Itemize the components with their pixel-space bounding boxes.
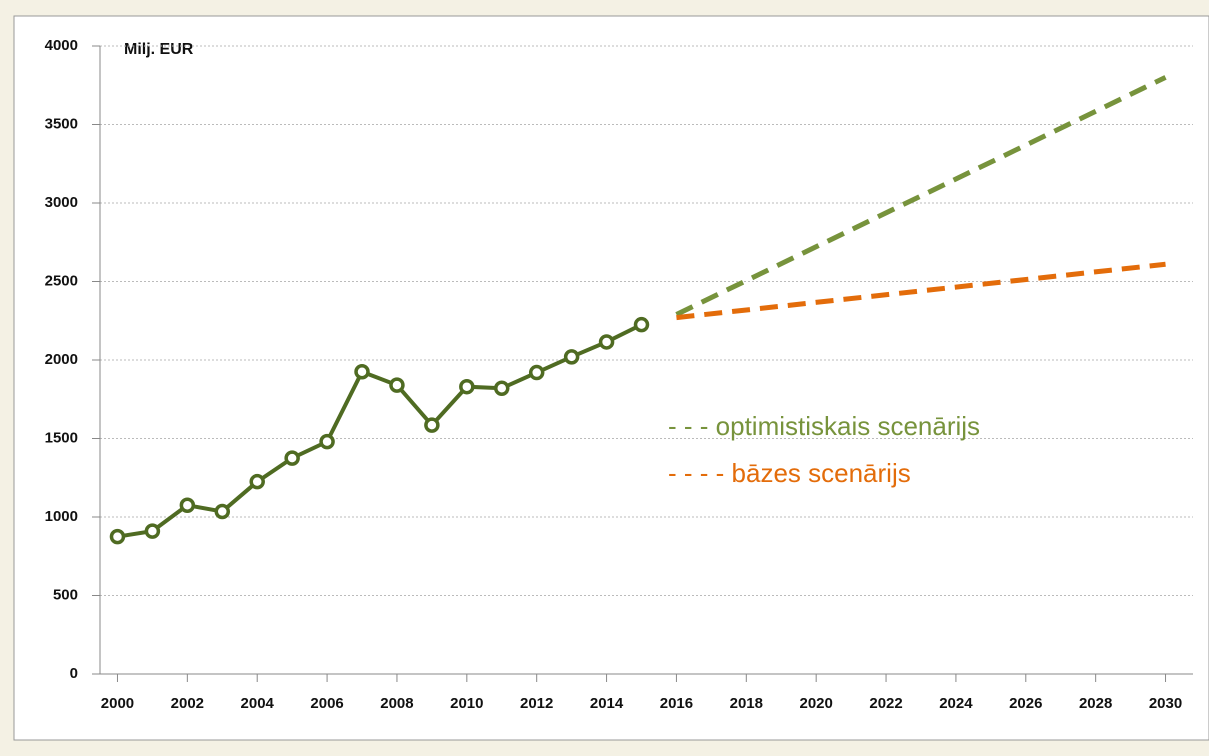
y-axis-label: Milj. EUR	[124, 41, 194, 58]
point-marker	[424, 417, 440, 433]
point-marker	[214, 503, 231, 520]
y-tick-label: 3500	[45, 115, 78, 132]
point-marker	[354, 364, 370, 380]
point-marker	[109, 528, 126, 545]
point-marker	[144, 523, 161, 539]
x-tick-label: 2002	[171, 695, 204, 712]
x-tick-label: 2028	[1079, 695, 1112, 712]
point-marker	[249, 473, 265, 490]
point-marker	[494, 380, 510, 397]
y-tick-label: 2000	[45, 351, 78, 368]
point-marker	[179, 497, 196, 513]
point-marker	[319, 433, 335, 450]
x-tick-label: 2004	[241, 695, 275, 712]
y-tick-label: 2500	[45, 272, 78, 289]
x-tick-label: 2008	[380, 695, 413, 712]
x-tick-label: 2020	[799, 695, 832, 712]
point-marker	[633, 316, 650, 333]
point-marker	[598, 334, 615, 350]
y-tick-label: 3000	[45, 194, 78, 211]
annotation: - - - optimistiskais scenārijs	[668, 411, 980, 441]
point-marker	[284, 450, 300, 466]
series-line	[676, 261, 1166, 321]
point-marker	[563, 349, 580, 365]
x-tick-label: 2026	[1009, 695, 1042, 712]
y-tick-label: 1000	[45, 508, 78, 525]
y-tick-label: 1500	[45, 429, 78, 446]
x-tick-label: 2000	[101, 695, 134, 712]
chart-frame	[13, 15, 1209, 741]
x-tick-label: 2012	[520, 695, 553, 712]
series-line	[117, 322, 643, 539]
x-tick-label: 2024	[939, 695, 973, 712]
annotation: - - - - bāzes scenārijs	[668, 458, 911, 488]
x-tick-label: 2018	[730, 695, 763, 712]
x-tick-label: 2010	[450, 695, 483, 712]
x-tick-label: 2006	[310, 695, 343, 712]
y-tick-label: 0	[70, 665, 78, 682]
x-tick-label: 2014	[590, 695, 624, 712]
y-tick-label: 500	[53, 586, 78, 603]
series-line	[675, 75, 1167, 317]
y-tick-label: 4000	[45, 37, 78, 54]
x-tick-label: 2030	[1149, 695, 1182, 712]
x-tick-label: 2016	[660, 695, 693, 712]
point-marker	[459, 378, 475, 395]
point-marker	[528, 364, 545, 381]
point-marker	[389, 377, 405, 393]
x-tick-label: 2022	[869, 695, 902, 712]
